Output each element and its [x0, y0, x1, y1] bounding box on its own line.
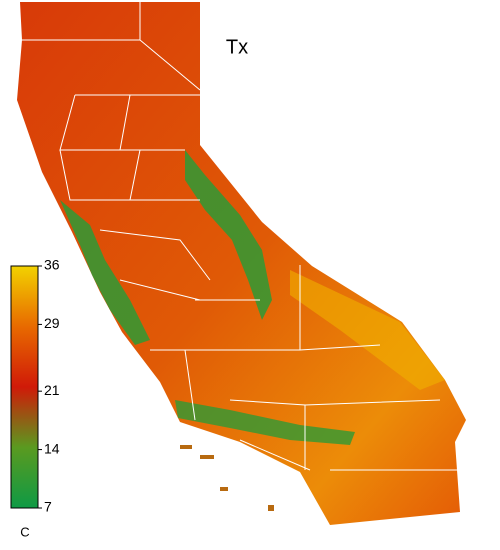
- colorbar: 36 29 21 14 7: [10, 257, 60, 515]
- south-green: [175, 400, 355, 445]
- colorbar-tick-label: 7: [44, 499, 52, 515]
- colorbar-fill: [10, 265, 39, 509]
- colorbar-tick-label: 36: [44, 257, 60, 273]
- colorbar-tick-label: 21: [44, 382, 60, 398]
- colorbar-tick-label: 29: [44, 315, 60, 331]
- county-lines: [20, 2, 460, 471]
- coast-green: [60, 200, 150, 345]
- california-map: [17, 2, 466, 525]
- desert-yellow: [290, 270, 445, 390]
- islands: [180, 445, 274, 511]
- sierra-green: [185, 150, 272, 320]
- colorbar-unit: C: [20, 524, 29, 539]
- colorbar-tick-label: 14: [44, 440, 60, 456]
- map-title: Tx: [226, 36, 248, 58]
